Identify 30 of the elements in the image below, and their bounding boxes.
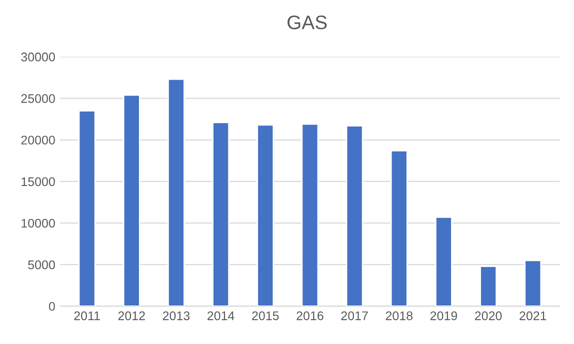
bar <box>78 110 96 306</box>
x-tick-label: 2019 <box>430 311 458 320</box>
y-tick-label: 10000 <box>22 218 55 228</box>
x-tick-label: 2014 <box>208 311 234 320</box>
x-tick-label: 2015 <box>252 311 279 320</box>
y-tick-label: 25000 <box>21 94 55 103</box>
bar <box>212 122 230 306</box>
bar <box>524 260 542 306</box>
x-tick-label: 2017 <box>341 311 368 320</box>
bar <box>435 216 452 306</box>
x-tick-label: 2013 <box>162 311 190 320</box>
bar <box>256 124 274 306</box>
bar <box>122 94 140 306</box>
y-tick-label: 15000 <box>22 177 55 186</box>
chart-title: GAS <box>288 16 327 30</box>
bar <box>480 266 498 306</box>
x-tick-label: 2021 <box>520 311 546 320</box>
bar <box>346 125 364 306</box>
x-tick-label: 2016 <box>296 311 324 320</box>
y-tick-label: 0 <box>48 302 55 311</box>
bar <box>390 150 408 306</box>
bar <box>167 78 185 306</box>
bar <box>301 123 319 306</box>
x-tick-label: 2018 <box>386 311 412 320</box>
x-tick-label: 2020 <box>475 311 502 320</box>
x-tick-label: 2011 <box>74 311 100 320</box>
y-tick-label: 5000 <box>28 260 55 270</box>
y-tick-label: 20000 <box>21 136 55 145</box>
x-tick-label: 2012 <box>118 311 145 320</box>
y-tick-label: 30000 <box>21 52 55 62</box>
